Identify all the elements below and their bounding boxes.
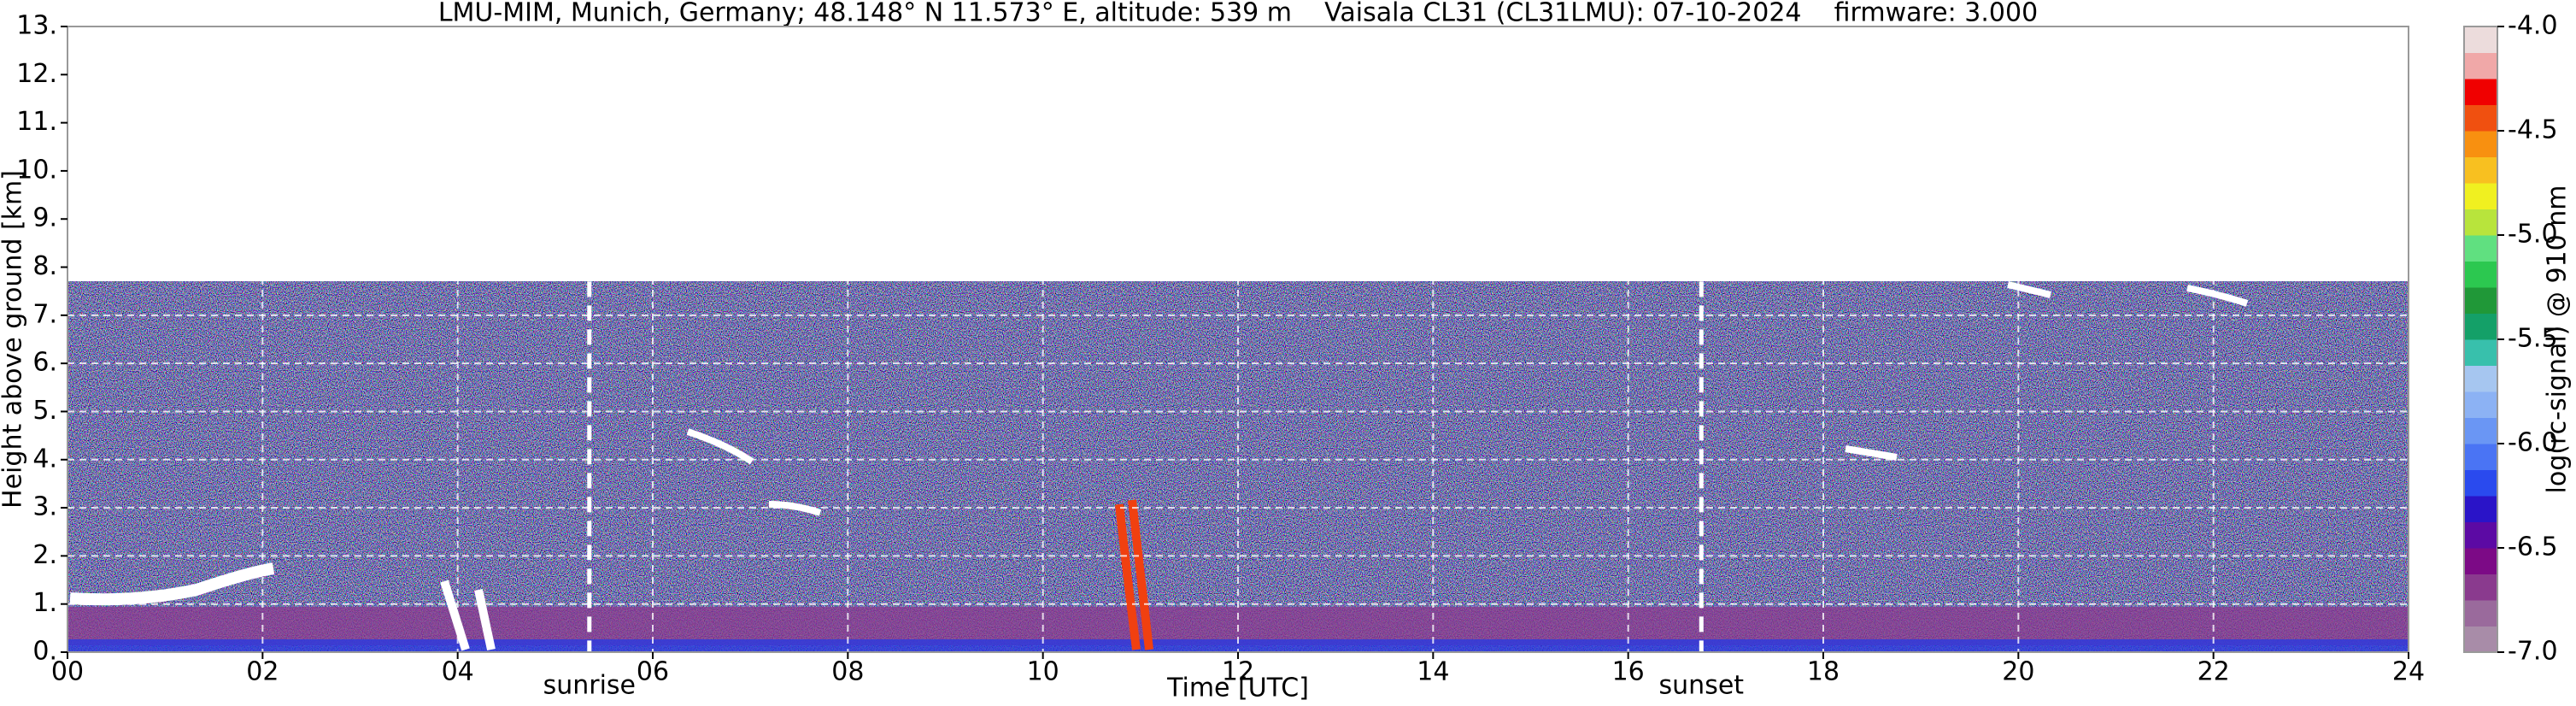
x-tick-label: 06 [637,657,669,687]
y-tick-label: 10. [16,155,57,185]
colorbar-band [2464,26,2497,53]
y-tick-label: 5. [32,396,57,426]
colorbar-band [2464,574,2497,601]
colorbar-band [2464,104,2497,132]
y-tick-label: 11. [16,107,57,137]
chart-title: LMU-MIM, Munich, Germany; 48.148° N 11.5… [438,0,2038,28]
colorbar-tick-label: -6.5 [2508,532,2558,562]
x-tick-label: 02 [246,657,279,687]
y-tick-label: 2. [32,540,57,570]
colorbar-band [2464,339,2497,366]
colorbar-label: log(rc-signal) @ 910 nm [2543,185,2573,494]
cloud-layer [69,562,275,606]
colorbar-band [2464,444,2497,470]
y-tick-label: 8. [32,251,57,281]
colorbar-tick-label: -4.0 [2508,11,2558,41]
cloud-plume [440,580,496,651]
colorbar-band [2464,156,2497,184]
colorbar-band [2464,496,2497,522]
cloud-patch [686,428,822,516]
colorbar-band [2464,548,2497,574]
y-axis-label: Height above ground [km] [0,170,28,509]
y-tick-label: 13. [16,11,57,41]
cloud-patch [1845,281,2249,461]
x-tick-label: 12 [1222,657,1254,687]
x-tick-label: 14 [1417,657,1449,687]
x-tick-label: 04 [442,657,474,687]
colorbar-band [2464,261,2497,288]
y-tick-label: 1. [32,588,57,618]
colorbar-band [2464,313,2497,340]
colorbar-band [2464,469,2497,497]
x-tick-label: 10 [1027,657,1059,687]
x-tick-label: 24 [2392,657,2425,687]
colorbar-tick-label: -5.5 [2508,324,2558,354]
plot-area [67,281,2409,652]
colorbar-band [2464,131,2497,157]
colorbar-band [2464,287,2497,314]
x-tick-label: 00 [51,657,84,687]
colorbar-band [2464,52,2497,79]
colorbar-band [2464,626,2497,653]
annotation: sunrise [543,671,636,701]
y-tick-label: 6. [32,348,57,378]
colorbar-band [2464,235,2497,262]
colorbar-band [2464,209,2497,236]
colorbar-band [2464,365,2497,392]
annotation: sunset [1659,671,1745,701]
y-tick-label: 12. [16,59,57,89]
x-axis-label: Time [UTC] [1166,674,1309,703]
colorbar-tick-label: -6.0 [2508,428,2558,458]
colorbar-band [2464,391,2497,418]
backscatter-noise [67,281,2409,652]
x-tick-label: 18 [1807,657,1840,687]
x-tick-label: 20 [2002,657,2034,687]
colorbar-tick-label: -5.0 [2508,220,2558,250]
y-tick-label: 7. [32,299,57,329]
x-tick-label: 16 [1612,657,1645,687]
y-tick-label: 3. [32,492,57,522]
colorbar-band [2464,417,2497,444]
colorbar-band [2464,183,2497,209]
y-tick-label: 9. [32,203,57,233]
y-tick-label: 4. [32,444,57,474]
x-tick-label: 08 [831,657,864,687]
colorbar-band [2464,79,2497,105]
cloud-plume [1115,499,1153,650]
x-tick-label: 22 [2198,657,2230,687]
colorbar-band [2464,521,2497,549]
colorbar-band [2464,600,2497,627]
y-tick-label: 0. [32,637,57,667]
colorbar-tick-label: -4.5 [2508,115,2558,145]
colorbar-tick-label: -7.0 [2508,637,2558,667]
